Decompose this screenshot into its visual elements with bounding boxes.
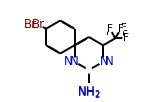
Circle shape: [107, 26, 113, 32]
Text: F: F: [107, 24, 113, 34]
Text: N: N: [100, 55, 108, 68]
Text: Br: Br: [24, 18, 37, 31]
Text: Br: Br: [32, 18, 45, 31]
Text: NH$_2$: NH$_2$: [77, 86, 101, 101]
Circle shape: [118, 26, 124, 32]
Text: F: F: [118, 24, 124, 34]
Text: N: N: [105, 55, 114, 68]
Text: NH$_2$: NH$_2$: [77, 85, 101, 100]
Circle shape: [71, 58, 78, 65]
Circle shape: [100, 58, 107, 65]
Circle shape: [34, 20, 43, 29]
Text: N: N: [69, 55, 78, 68]
Text: F: F: [121, 23, 127, 33]
Circle shape: [123, 35, 129, 41]
Circle shape: [86, 67, 92, 73]
Text: F: F: [106, 27, 112, 37]
Text: N: N: [64, 55, 73, 68]
Text: F: F: [122, 30, 128, 40]
Text: F: F: [123, 33, 129, 43]
